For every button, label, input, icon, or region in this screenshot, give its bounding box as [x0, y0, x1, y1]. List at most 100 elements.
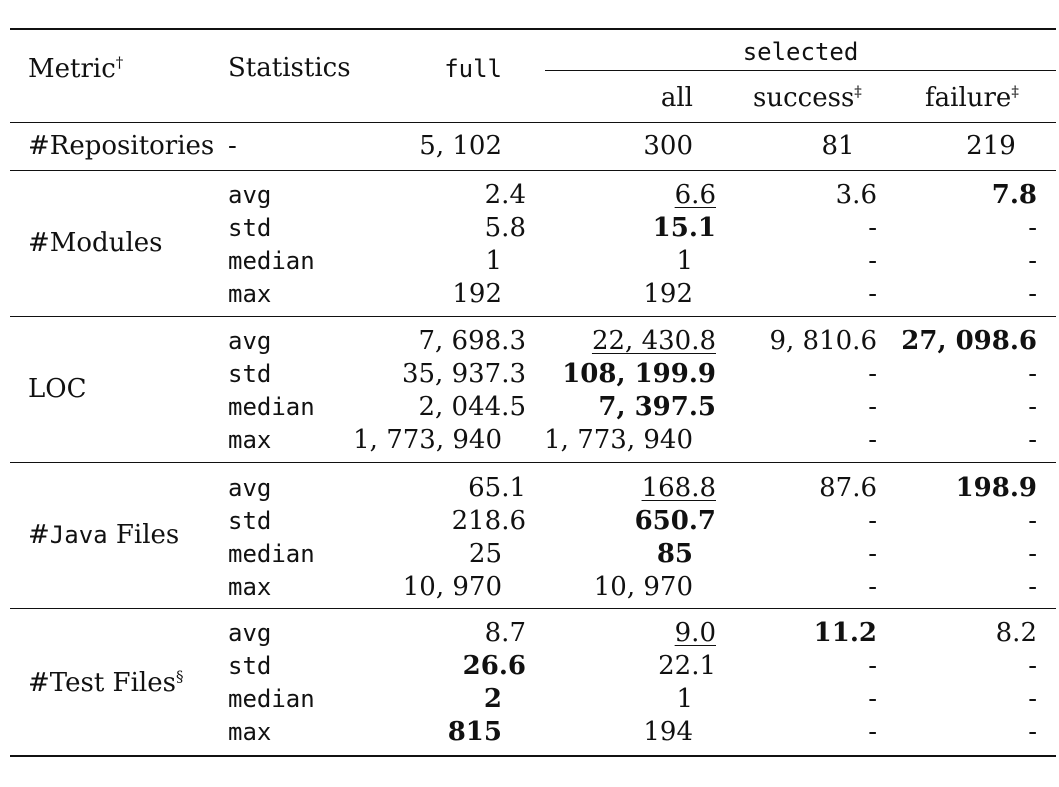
cell-success: 11.2 — [813, 618, 877, 648]
cell-success: 87.6 — [819, 473, 877, 503]
loc-rule — [10, 462, 1056, 463]
cell-success: - — [868, 717, 877, 747]
cell-success: 3.6 — [835, 180, 877, 210]
cell-full: 10, 970 — [402, 572, 502, 602]
cell-all: 15.1 — [652, 213, 716, 243]
stat-label: median — [228, 685, 315, 713]
header-failure: failure‡ — [925, 82, 1019, 113]
cell-all: 22.1 — [658, 651, 716, 681]
stat-label: std — [228, 652, 272, 680]
header-selected: selected — [742, 38, 859, 66]
cell-all: 10, 970 — [593, 572, 693, 602]
cell-failure: 27, 098.6 — [901, 326, 1037, 356]
cell-all: 108, 199.9 — [562, 359, 716, 389]
stat-label: median — [228, 540, 315, 568]
cell-all: 22, 430.8 — [591, 326, 716, 356]
cell-full: 26.6 — [462, 651, 526, 681]
header-all: all — [660, 83, 693, 113]
cell-failure: - — [1028, 506, 1037, 536]
cell-failure: - — [1028, 246, 1037, 276]
cell-all: 194 — [643, 717, 693, 747]
cell-all: 7, 397.5 — [598, 392, 716, 422]
stat-label: median — [228, 247, 315, 275]
cell-failure: - — [1028, 572, 1037, 602]
cell-full: 25 — [468, 539, 502, 569]
cell-failure: - — [1028, 539, 1037, 569]
header-full: full — [444, 55, 502, 83]
repositories-failure: 219 — [966, 131, 1016, 161]
stat-label: avg — [228, 327, 272, 355]
java-files-rule — [10, 608, 1056, 609]
cell-success: - — [868, 539, 877, 569]
cell-all: 85 — [656, 539, 693, 569]
cell-success: - — [868, 572, 877, 602]
cell-failure: - — [1028, 425, 1037, 455]
cell-failure: - — [1028, 359, 1037, 389]
cell-full: 35, 937.3 — [401, 359, 526, 389]
group-label-modules: #Modules — [28, 228, 163, 258]
header-statistics: Statistics — [228, 53, 351, 83]
repositories-success: 81 — [821, 131, 855, 161]
stat-label: avg — [228, 474, 272, 502]
cell-failure: - — [1028, 279, 1037, 309]
cell-full: 7, 698.3 — [418, 326, 526, 356]
stat-label: max — [228, 573, 272, 601]
cell-failure: - — [1028, 392, 1037, 422]
cell-full: 815 — [447, 717, 502, 747]
cell-all: 1 — [676, 246, 693, 276]
cell-success: - — [868, 506, 877, 536]
cell-success: - — [868, 359, 877, 389]
cell-full: 2 — [483, 684, 502, 714]
stat-label: avg — [228, 619, 272, 647]
cell-full: 5.8 — [484, 213, 526, 243]
repositories-all: 300 — [643, 131, 693, 161]
selected-cmidrule — [545, 70, 1056, 71]
cell-failure: 198.9 — [955, 473, 1037, 503]
cell-full: 1, 773, 940 — [353, 425, 502, 455]
header-success: success‡ — [753, 82, 862, 113]
cell-success: - — [868, 279, 877, 309]
cell-failure: 7.8 — [991, 180, 1037, 210]
cell-failure: - — [1028, 684, 1037, 714]
cell-success: - — [868, 651, 877, 681]
repositories-label: #Repositories — [28, 131, 215, 161]
top-rule — [10, 28, 1056, 30]
repositories-stat: - — [228, 131, 237, 161]
cell-full: 192 — [452, 279, 502, 309]
cell-full: 2, 044.5 — [418, 392, 526, 422]
cell-failure: 8.2 — [995, 618, 1037, 648]
cell-full: 2.4 — [484, 180, 526, 210]
cell-success: - — [868, 213, 877, 243]
modules-rule — [10, 316, 1056, 317]
header-metric: Metric† — [28, 53, 124, 84]
cell-failure: - — [1028, 717, 1037, 747]
cell-success: - — [868, 425, 877, 455]
header-rule — [10, 122, 1056, 123]
cell-full: 8.7 — [484, 618, 526, 648]
cell-all: 9.0 — [674, 618, 716, 648]
stat-label: median — [228, 393, 315, 421]
cell-success: 9, 810.6 — [769, 326, 877, 356]
stat-label: std — [228, 214, 272, 242]
stat-label: max — [228, 718, 272, 746]
stat-label: avg — [228, 181, 272, 209]
cell-all: 1, 773, 940 — [544, 425, 693, 455]
cell-full: 218.6 — [451, 506, 526, 536]
cell-full: 65.1 — [468, 473, 526, 503]
cell-success: - — [868, 246, 877, 276]
cell-success: - — [868, 392, 877, 422]
repositories-rule — [10, 170, 1056, 171]
stat-label: std — [228, 360, 272, 388]
stat-label: max — [228, 280, 272, 308]
repositories-full: 5, 102 — [419, 131, 502, 161]
group-label-test-files: #Test Files§ — [28, 667, 184, 698]
group-label-loc: LOC — [28, 374, 87, 404]
stat-label: std — [228, 507, 272, 535]
cell-all: 6.6 — [674, 180, 716, 210]
cell-all: 1 — [676, 684, 693, 714]
cell-failure: - — [1028, 651, 1037, 681]
cell-all: 650.7 — [634, 506, 716, 536]
cell-failure: - — [1028, 213, 1037, 243]
cell-all: 192 — [643, 279, 693, 309]
cell-success: - — [868, 684, 877, 714]
